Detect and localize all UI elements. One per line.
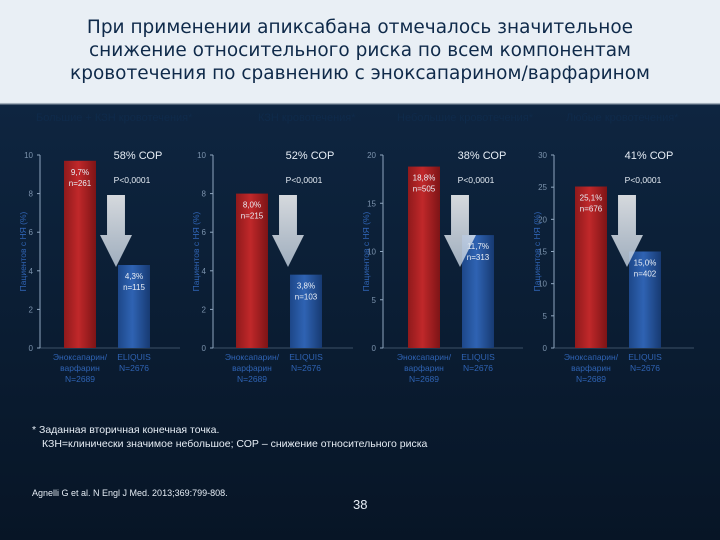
- y-tick-label: 10: [367, 248, 376, 257]
- category-label: Эноксапарин/: [53, 352, 108, 362]
- y-tick-label: 15: [367, 199, 376, 208]
- y-tick-label: 6: [29, 228, 34, 237]
- category-label: N=2676: [119, 363, 149, 373]
- bar-value-label: 3,8%: [297, 282, 315, 291]
- rrr-label: 58% СОР: [114, 150, 163, 162]
- bar-n-label: n=676: [580, 205, 603, 214]
- bar-eliquis: [118, 265, 150, 348]
- y-tick-label: 4: [29, 267, 34, 276]
- footnote-line: КЗН=клинически значимое небольшое; СОР –…: [42, 438, 428, 450]
- bar-n-label: n=115: [123, 283, 145, 292]
- bar-n-label: n=505: [413, 185, 436, 194]
- bar-eliquis: [462, 235, 494, 348]
- category-label: ELIQUIS: [461, 352, 495, 362]
- bar-n-label: n=103: [295, 293, 318, 302]
- p-value-label: P<0,0001: [114, 175, 151, 185]
- category-label: ELIQUIS: [628, 352, 662, 362]
- y-tick-label: 4: [202, 267, 207, 276]
- title-line: При применении апиксабана отмечалось зна…: [86, 17, 634, 38]
- category-label: N=2676: [463, 363, 493, 373]
- p-value-label: P<0,0001: [625, 175, 662, 185]
- bar-enoxaparin-warfarin: [64, 160, 96, 348]
- y-tick-label: 5: [543, 312, 548, 321]
- citation: Agnelli G et al. N Engl J Med. 2013;369:…: [32, 488, 228, 498]
- category-label: N=2689: [237, 374, 267, 384]
- y-tick-label: 15: [538, 248, 547, 257]
- down-arrow-icon: [611, 195, 643, 267]
- y-tick-label: 8: [202, 190, 207, 199]
- bar-n-label: n=215: [241, 212, 264, 221]
- footnote: * Заданная вторичная конечная точка. КЗН…: [32, 423, 427, 451]
- y-tick-label: 8: [29, 190, 34, 199]
- bar-value-label: 15,0%: [634, 259, 657, 268]
- rrr-label: 38% СОР: [458, 150, 507, 162]
- y-tick-label: 20: [538, 215, 547, 224]
- category-label: N=2676: [630, 363, 660, 373]
- y-tick-label: 2: [29, 305, 34, 314]
- y-tick-label: 10: [197, 151, 206, 160]
- y-axis-title: Пациентов с НЯ (%): [18, 211, 28, 291]
- p-value-label: P<0,0001: [458, 175, 495, 185]
- y-axis-title: Пациентов с НЯ (%): [191, 211, 201, 291]
- bar-n-label: n=402: [634, 270, 657, 279]
- down-arrow-icon: [272, 195, 304, 267]
- category-label: ELIQUIS: [289, 352, 323, 362]
- bar-enoxaparin-warfarin: [575, 186, 607, 348]
- down-arrow-icon: [100, 195, 132, 267]
- y-tick-label: 5: [372, 296, 377, 305]
- bar-value-label: 18,8%: [413, 174, 436, 183]
- panel-header-any: Любые кровотечения*: [566, 112, 679, 124]
- bar-n-label: n=313: [467, 253, 490, 262]
- category-label: Эноксапарин/: [397, 352, 452, 362]
- y-tick-label: 30: [538, 151, 547, 160]
- category-label: Эноксапарин/: [225, 352, 280, 362]
- y-axis-title: Пациентов с НЯ (%): [361, 211, 371, 291]
- bar-value-label: 8,0%: [243, 201, 261, 210]
- y-tick-label: 10: [24, 151, 33, 160]
- bar-eliquis: [629, 251, 661, 348]
- category-label: N=2676: [291, 363, 321, 373]
- y-tick-label: 0: [543, 344, 548, 353]
- down-arrow-icon: [444, 195, 476, 267]
- rrr-label: 52% СОР: [286, 150, 335, 162]
- bar-value-label: 9,7%: [71, 168, 89, 177]
- bar-eliquis: [290, 274, 322, 348]
- slide-title: При применении апиксабана отмечалось зна…: [40, 16, 680, 85]
- panel-header-minor: Небольшие кровотечения*: [397, 112, 534, 124]
- bar-enoxaparin-warfarin: [408, 166, 440, 348]
- bar-n-label: n=261: [69, 179, 92, 188]
- category-label: варфарин: [404, 363, 444, 373]
- rrr-label: 41% СОР: [625, 150, 674, 162]
- category-label: варфарин: [60, 363, 100, 373]
- y-axis-title: Пациентов с НЯ (%): [532, 211, 542, 291]
- y-tick-label: 0: [202, 344, 207, 353]
- category-label: N=2689: [409, 374, 439, 384]
- bar-value-label: 11,7%: [467, 242, 489, 251]
- bar-value-label: 25,1%: [580, 194, 603, 203]
- panel-header-crnm: КЗН кровотечения*: [258, 112, 356, 124]
- y-tick-label: 0: [29, 344, 34, 353]
- category-label: N=2689: [576, 374, 606, 384]
- y-tick-label: 20: [367, 151, 376, 160]
- p-value-label: P<0,0001: [286, 175, 323, 185]
- category-label: Эноксапарин/: [564, 352, 619, 362]
- y-tick-label: 0: [372, 344, 377, 353]
- category-label: варфарин: [232, 363, 272, 373]
- title-line: кровотечения по сравнению с эноксапарино…: [70, 63, 650, 84]
- panel-header-major: Большие + КЗН кровотечения*: [36, 112, 193, 124]
- bar-value-label: 4,3%: [125, 272, 143, 281]
- y-tick-label: 25: [538, 183, 547, 192]
- bar-enoxaparin-warfarin: [236, 193, 268, 348]
- category-label: ELIQUIS: [117, 352, 151, 362]
- category-label: N=2689: [65, 374, 95, 384]
- y-tick-label: 6: [202, 228, 207, 237]
- title-line: снижение относительного риска по всем ко…: [88, 40, 632, 61]
- category-label: варфарин: [571, 363, 611, 373]
- page-number: 38: [353, 497, 368, 512]
- footnote-line: * Заданная вторичная конечная точка.: [32, 424, 220, 436]
- y-tick-label: 2: [202, 305, 207, 314]
- y-tick-label: 10: [538, 280, 547, 289]
